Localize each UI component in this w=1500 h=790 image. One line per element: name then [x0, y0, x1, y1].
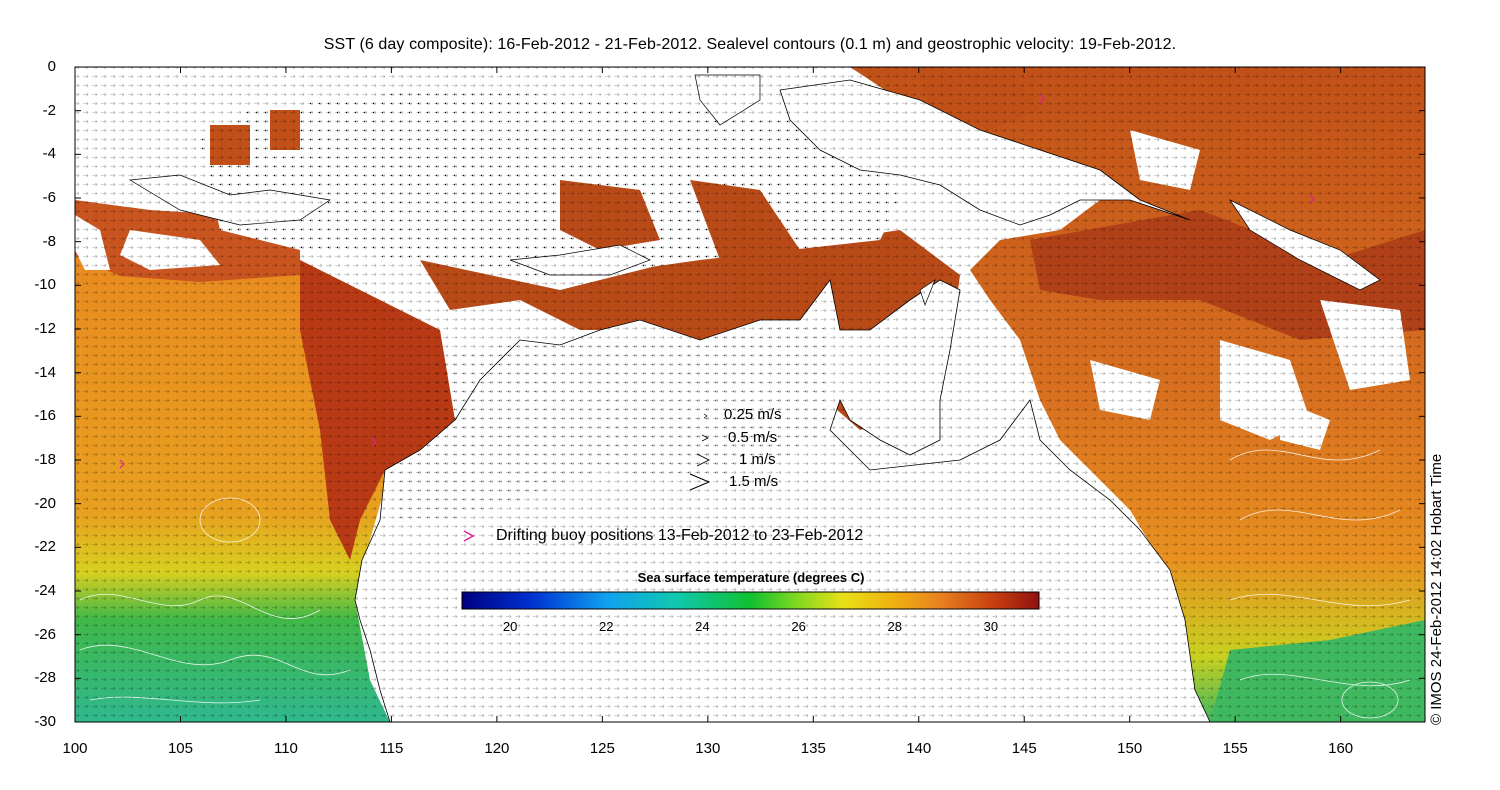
plot-frame — [74, 66, 1426, 723]
y-tick-label: -18 — [34, 451, 56, 468]
velocity-legend — [689, 413, 711, 491]
colorbar-tick-label: 24 — [695, 619, 710, 634]
y-tick-label: -20 — [34, 494, 56, 512]
velocity-legend-label-2: 0.5 m/s — [728, 429, 778, 446]
colorbar-tick-label: 28 — [887, 619, 902, 634]
y-tick-label: -14 — [34, 363, 56, 381]
velocity-legend-label-4: 1.5 m/s — [729, 473, 779, 490]
colorbar-tick-label: 30 — [983, 619, 999, 634]
x-tick-label: 105 — [167, 740, 193, 757]
y-tick-label: -6 — [42, 189, 56, 206]
plot-area — [75, 67, 1425, 723]
chart-title: SST (6 day composite): 16-Feb-2012 - 21-… — [323, 36, 1177, 53]
x-tick-label: 130 — [695, 740, 721, 757]
y-tick-label: -2 — [42, 101, 56, 119]
x-tick-label: 160 — [1328, 740, 1354, 757]
y-tick-label: -10 — [34, 276, 56, 294]
velocity-legend-label-3: 1 m/s — [739, 451, 776, 468]
colorbar-tick-label: 22 — [599, 619, 614, 634]
buoy-legend-marker — [463, 530, 475, 542]
buoy-legend-label: Drifting buoy positions 13-Feb-2012 to 2… — [496, 527, 864, 544]
x-tick-label: 145 — [1011, 740, 1037, 757]
x-tick-label: 125 — [589, 740, 615, 757]
colorbar-tick-label: 20 — [502, 619, 518, 634]
y-tick-label: -12 — [34, 320, 56, 337]
x-tick-label: 120 — [484, 740, 510, 757]
x-tick-label: 140 — [906, 740, 932, 757]
y-tick-label: -30 — [34, 713, 56, 730]
y-tick-label: 0 — [47, 58, 56, 75]
y-tick-label: -16 — [34, 407, 56, 425]
y-tick-label: -8 — [42, 232, 56, 250]
colorbar-tick-label: 26 — [791, 619, 806, 634]
y-tick-label: -24 — [34, 582, 56, 599]
colorbar — [461, 591, 1040, 610]
y-tick-label: -22 — [34, 538, 56, 556]
x-tick-label: 150 — [1117, 740, 1143, 757]
credit-text: © IMOS 24-Feb-2012 14:02 Hobart Time — [1428, 453, 1445, 725]
velocity-legend-label-1: 0.25 m/s — [724, 406, 782, 423]
colorbar-label: Sea surface temperature (degrees C) — [637, 570, 865, 585]
x-tick-label: 100 — [62, 740, 88, 757]
x-tick-label: 115 — [379, 740, 404, 757]
y-tick-label: -4 — [42, 145, 56, 163]
y-tick-label: -26 — [34, 625, 56, 643]
x-tick-label: 155 — [1222, 740, 1248, 757]
x-tick-label: 110 — [273, 740, 298, 757]
x-tick-label: 135 — [800, 740, 826, 757]
y-tick-label: -28 — [34, 669, 56, 687]
